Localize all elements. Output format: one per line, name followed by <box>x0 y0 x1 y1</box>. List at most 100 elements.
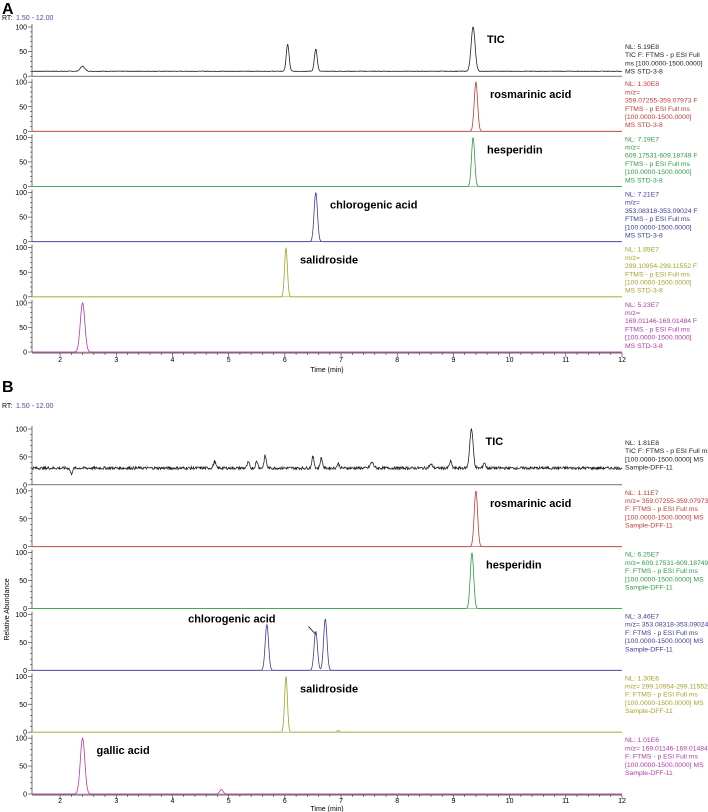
trace-info-line: [100.0000-1500.0000] <box>625 169 692 176</box>
y-tick-label: 0 <box>23 482 27 489</box>
trace-info-line: 299.10954-299.11552 F <box>625 263 697 270</box>
y-tick-label: 0 <box>23 668 27 675</box>
x-tick-label: 5 <box>227 357 231 364</box>
peak-label: hesperidin <box>487 144 543 156</box>
y-tick-label: 0 <box>23 350 27 357</box>
trace-info-line: Sample-DFF-11 <box>625 646 673 653</box>
y-tick-label: 50 <box>19 454 27 461</box>
peak-label: hesperidin <box>486 560 542 572</box>
y-tick-label: 100 <box>15 674 27 681</box>
y-tick-label: 100 <box>15 80 27 87</box>
trace-info-line: NL: 7.19E7 <box>625 136 659 143</box>
trace-line <box>32 737 622 795</box>
trace-line <box>32 80 622 132</box>
y-tick-label: 0 <box>23 129 27 136</box>
y-axis-label: Relative Abundance <box>4 578 11 640</box>
peak-label: gallic acid <box>97 745 150 757</box>
trace-info-line: NL: 1.30E8 <box>625 81 659 88</box>
trace-info-line: MS STD-3-8 <box>625 69 663 76</box>
trace-line <box>31 427 623 476</box>
peak-label-arrow <box>308 626 317 635</box>
trace-line <box>32 676 622 733</box>
y-tick-label: 50 <box>19 325 27 332</box>
y-tick-label: 100 <box>15 135 27 142</box>
trace-info-line: MS STD-3-8 <box>625 343 663 350</box>
y-tick-label: 50 <box>19 215 27 222</box>
rt-label: RT: <box>2 403 12 410</box>
trace-info-line: m/z= <box>625 310 640 317</box>
trace-info-line: m/z= <box>625 200 640 207</box>
x-tick-label: 8 <box>395 357 399 364</box>
trace-info-line: NL: 7.21E7 <box>625 192 659 199</box>
x-tick-label: 4 <box>171 798 175 805</box>
y-tick-label: 0 <box>23 544 27 551</box>
trace-line <box>32 490 622 548</box>
y-tick-label: 0 <box>23 184 27 191</box>
peak-label: rosmarinic acid <box>490 89 571 101</box>
y-tick-label: 100 <box>15 612 27 619</box>
trace-salidroside: 0 50 100 salidroside NL: 1.30E6 m/z= 299.1095… <box>15 673 708 737</box>
trace-info-line: m/z= <box>625 89 640 96</box>
trace-info-line: 169.01146-169.01484 F <box>625 318 697 325</box>
trace-info-line: NL: 5.19E8 <box>625 44 659 51</box>
rt-range: 1.50 - 12.00 <box>16 15 53 22</box>
trace-info-line: Sample-DFF-11 <box>625 523 673 530</box>
trace-info-line: m/z= 359.07255-359.07973 <box>625 498 708 505</box>
trace-info-line: MS STD-3-8 <box>625 288 663 295</box>
y-tick-label: 0 <box>23 606 27 613</box>
trace-info-line: NL: 1.85E7 <box>625 247 659 254</box>
y-tick-label: 100 <box>15 550 27 557</box>
trace-info-line: F: FTMS - p ESI Full ms <box>625 692 698 699</box>
trace-info-line: NL: 5.23E7 <box>625 302 659 309</box>
trace-info-line: [100.0000-1500.0000] MS <box>625 700 704 707</box>
trace-line <box>32 247 622 298</box>
trace-info-line: F: FTMS - p ESI Full ms <box>625 630 698 637</box>
y-tick-label: 50 <box>19 702 27 709</box>
rt-range: 1.50 - 12.00 <box>16 403 53 410</box>
trace-info-line: 359.07255-359.07973 F <box>625 98 698 105</box>
y-tick-label: 50 <box>19 49 27 56</box>
trace-info-line: F: FTMS - p ESI Full ms <box>625 506 698 513</box>
trace-info-line: m/z= 299.10954-299.11552 <box>625 684 708 691</box>
panel-letter: A <box>2 1 14 18</box>
y-tick-label: 0 <box>23 792 27 799</box>
y-tick-label: 50 <box>19 104 27 111</box>
trace-info-line: Sample-DFF-11 <box>625 584 673 591</box>
trace-info-line: MS STD-3-8 <box>625 122 663 129</box>
trace-info-line: MS STD-3-8 <box>625 177 663 184</box>
trace-line <box>32 301 622 353</box>
y-tick-label: 100 <box>15 427 27 434</box>
trace-info-line: [100.0000-1500.0000] <box>625 224 692 231</box>
trace-info-line: FTMS - p ESI Full ms <box>625 106 691 113</box>
trace-info-line: FTMS - p ESI Full ms <box>625 271 691 278</box>
x-tick-label: 4 <box>171 357 175 364</box>
trace-hesperidin: 0 50 100 hesperidin NL: 7.19E7 m/z=609.17531-… <box>15 134 698 191</box>
x-tick-label: 6 <box>283 357 287 364</box>
trace-line <box>32 618 622 671</box>
peak-label: chlorogenic acid <box>330 200 417 212</box>
trace-info-line: [100.0000-1500.0000] <box>625 114 692 121</box>
y-tick-label: 100 <box>15 488 27 495</box>
trace-info-line: m/z= 169.01146-169.01484 <box>625 745 708 752</box>
peak-label: chlorogenic acid <box>188 614 275 626</box>
y-tick-label: 0 <box>23 239 27 246</box>
y-tick-label: 50 <box>19 578 27 585</box>
trace-info-line: ms [100.0000-1500.0000] <box>625 60 703 67</box>
trace-info-line: Sample-DFF-11 <box>625 708 673 715</box>
x-tick-label: 3 <box>114 357 118 364</box>
trace-info-line: TIC F: FTMS - p ESI Full ms <box>625 448 708 455</box>
trace-info-line: m/z= <box>625 255 640 262</box>
x-tick-label: 7 <box>339 357 343 364</box>
x-axis-label: Time (min) <box>310 367 343 374</box>
y-tick-label: 50 <box>19 640 27 647</box>
y-tick-label: 100 <box>15 245 27 252</box>
y-tick-label: 0 <box>23 294 27 301</box>
peak-label: salidroside <box>300 255 358 267</box>
y-tick-label: 50 <box>19 159 27 166</box>
y-tick-label: 100 <box>15 736 27 743</box>
